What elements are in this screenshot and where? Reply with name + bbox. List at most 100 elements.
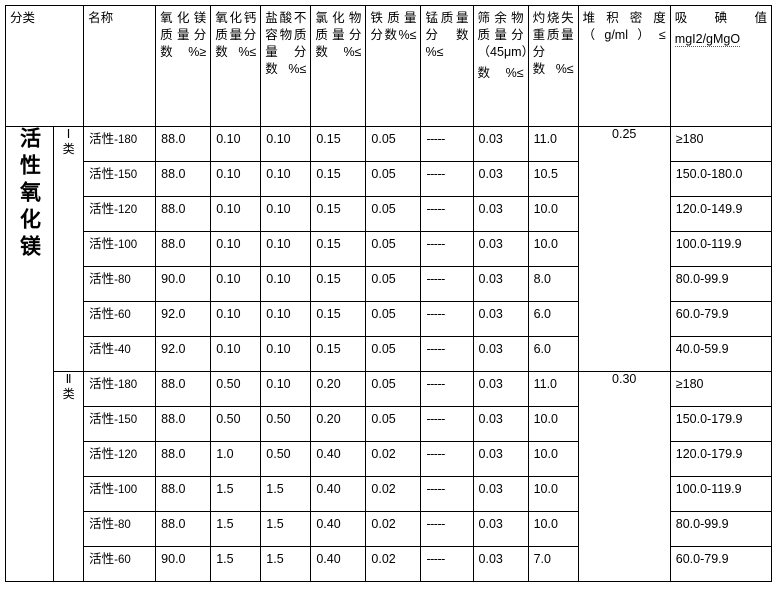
cell-sieve-residue-value: 0.03 (478, 342, 503, 356)
product-name-label: 活性-120 (84, 197, 155, 218)
cell-hcl-insoluble: 0.10 (260, 161, 312, 197)
cell-chloride-value: 0.15 (316, 167, 341, 181)
cell-sieve-residue-value: 0.03 (478, 482, 503, 496)
cell-cao-value: 0.50 (216, 377, 241, 391)
cell-chloride: 0.15 (310, 301, 367, 337)
cell-loss-on-ignition: 10.5 (527, 161, 579, 197)
header-label-category: 分类 (10, 11, 36, 25)
cell-cao-value: 0.10 (216, 237, 241, 251)
cell-hcl-insoluble-value: 0.10 (266, 272, 291, 286)
cell-loss-on-ignition-value: 10.0 (533, 447, 558, 461)
cell-loss-on-ignition: 10.0 (527, 196, 579, 232)
cell-hcl-insoluble-value: 0.10 (266, 377, 291, 391)
table-row: 活性-40 92.0 0.10 0.10 0.15 0.05 ----- 0.03 6.0 40.… (6, 336, 773, 372)
header-label-loss-on-ignition: 灼烧失重质量分数%≤ (532, 11, 574, 76)
product-name-number: -120 (114, 449, 138, 461)
cell-manganese: ----- (420, 441, 474, 477)
cell-sieve-residue: 0.03 (472, 336, 529, 372)
cell-hcl-insoluble-value: 0.50 (266, 412, 291, 426)
cell-iodine-value: ≥180 (669, 126, 773, 162)
cell-product-name: 活性-60 (83, 546, 157, 582)
iodine-value: 80.0-99.9 (675, 272, 729, 286)
cell-cao: 0.50 (210, 406, 262, 442)
cell-bulk-density: 0.30 (577, 371, 671, 582)
cell-manganese: ----- (420, 406, 474, 442)
cell-iodine-value: 120.0-149.9 (669, 196, 773, 232)
cell-mgo-value: 90.0 (161, 272, 186, 286)
cell-chloride-value: 0.15 (316, 202, 341, 216)
iodine-value: 120.0-179.9 (675, 447, 743, 461)
cell-hcl-insoluble-value: 0.10 (266, 167, 291, 181)
cell-chloride-value: 0.15 (316, 132, 341, 146)
cell-loss-on-ignition: 10.0 (527, 231, 579, 267)
cell-mgo: 88.0 (155, 196, 212, 232)
cell-mgo: 88.0 (155, 406, 212, 442)
table-row: 活性-120 88.0 0.10 0.10 0.15 0.05 ----- 0.03 10.0 1… (6, 196, 773, 232)
cell-cao: 1.0 (210, 441, 262, 477)
cell-chloride-value: 0.40 (316, 517, 341, 531)
cell-mgo: 90.0 (155, 266, 212, 302)
cell-sieve-residue: 0.03 (472, 406, 529, 442)
cell-cao-value: 0.10 (216, 272, 241, 286)
iodine-value: 150.0-179.9 (675, 412, 743, 426)
iodine-value: 100.0-119.9 (675, 237, 742, 251)
cell-loss-on-ignition: 6.0 (527, 336, 579, 372)
cell-mgo: 90.0 (155, 546, 212, 582)
cell-chloride-value: 0.15 (316, 237, 341, 251)
cell-chloride-value: 0.15 (316, 272, 341, 286)
cell-manganese-value: ----- (426, 412, 445, 426)
cell-cao-value: 0.50 (216, 412, 241, 426)
cell-mgo-value: 88.0 (161, 412, 186, 426)
table-row: 活性-120 88.0 1.0 0.50 0.40 0.02 ----- 0.03 10.0 12… (6, 441, 773, 477)
cell-chloride: 0.15 (310, 196, 367, 232)
header-label-iron: 铁质量分数%≤ (370, 11, 417, 42)
cell-sieve-residue-value: 0.03 (478, 517, 503, 531)
cell-mgo-value: 90.0 (161, 552, 186, 566)
cell-cao-value: 1.5 (216, 517, 234, 531)
cell-iodine-value: 80.0-99.9 (669, 511, 773, 547)
header-cell-iodine-value: 吸碘值 mgI2/gMgO (669, 5, 773, 127)
product-name-prefix: 活性 (89, 132, 115, 146)
cell-iodine-value: 80.0-99.9 (669, 266, 773, 302)
cell-cao-value: 0.10 (216, 202, 241, 216)
category-cell: 活性氧化镁 (4, 126, 55, 582)
cell-chloride: 0.15 (310, 336, 367, 372)
cell-mgo-value: 88.0 (161, 237, 186, 251)
table-row: 活性-100 88.0 0.10 0.10 0.15 0.05 ----- 0.03 10.0 1… (6, 231, 773, 267)
cell-manganese: ----- (420, 336, 474, 372)
header-cell-chloride: 氯化物质量分数%≤ (310, 5, 367, 127)
cell-sieve-residue: 0.03 (472, 266, 529, 302)
cell-hcl-insoluble-value: 0.10 (266, 307, 291, 321)
cell-sieve-residue-value: 0.03 (478, 167, 503, 181)
cell-manganese: ----- (420, 196, 474, 232)
cell-manganese: ----- (420, 126, 474, 162)
cell-cao-value: 1.5 (216, 552, 234, 566)
iodine-value: 120.0-149.9 (675, 202, 743, 216)
class-roman-numeral: Ⅰ (66, 127, 71, 141)
table-row: 活性氧化镁 Ⅰ 类活性-180 88.0 0.10 0.10 0.15 0.05 ----- 0.… (4, 126, 773, 582)
cell-sieve-residue-value: 0.03 (478, 272, 503, 286)
cell-manganese-value: ----- (426, 307, 445, 321)
cell-cao-value: 1.5 (216, 482, 234, 496)
cell-iron-value: 0.02 (371, 517, 396, 531)
iodine-value: ≥180 (675, 377, 704, 391)
cell-sieve-residue-value: 0.03 (478, 307, 503, 321)
bulk-density-value: 0.25 (612, 127, 637, 141)
iodine-value: ≥180 (675, 132, 704, 146)
cell-sieve-residue: 0.03 (472, 476, 529, 512)
cell-iodine-value: 40.0-59.9 (669, 336, 773, 372)
cell-chloride: 0.20 (310, 371, 367, 407)
class-word: 类 (62, 142, 75, 156)
cell-sieve-residue-value: 0.03 (478, 237, 503, 251)
cell-mgo-value: 88.0 (161, 482, 186, 496)
cell-chloride-value: 0.20 (316, 412, 341, 426)
cell-hcl-insoluble: 0.10 (260, 126, 312, 162)
cell-iron: 0.05 (365, 406, 422, 442)
product-name-prefix: 活性 (89, 377, 115, 391)
header-label-cao: 氧化钙质量分数%≤ (215, 11, 257, 59)
table-row: 活性-80 90.0 0.10 0.10 0.15 0.05 ----- 0.03 8.0 80.… (6, 266, 773, 302)
cell-loss-on-ignition-value: 10.0 (533, 412, 558, 426)
cell-product-name: 活性-60 (83, 301, 157, 337)
